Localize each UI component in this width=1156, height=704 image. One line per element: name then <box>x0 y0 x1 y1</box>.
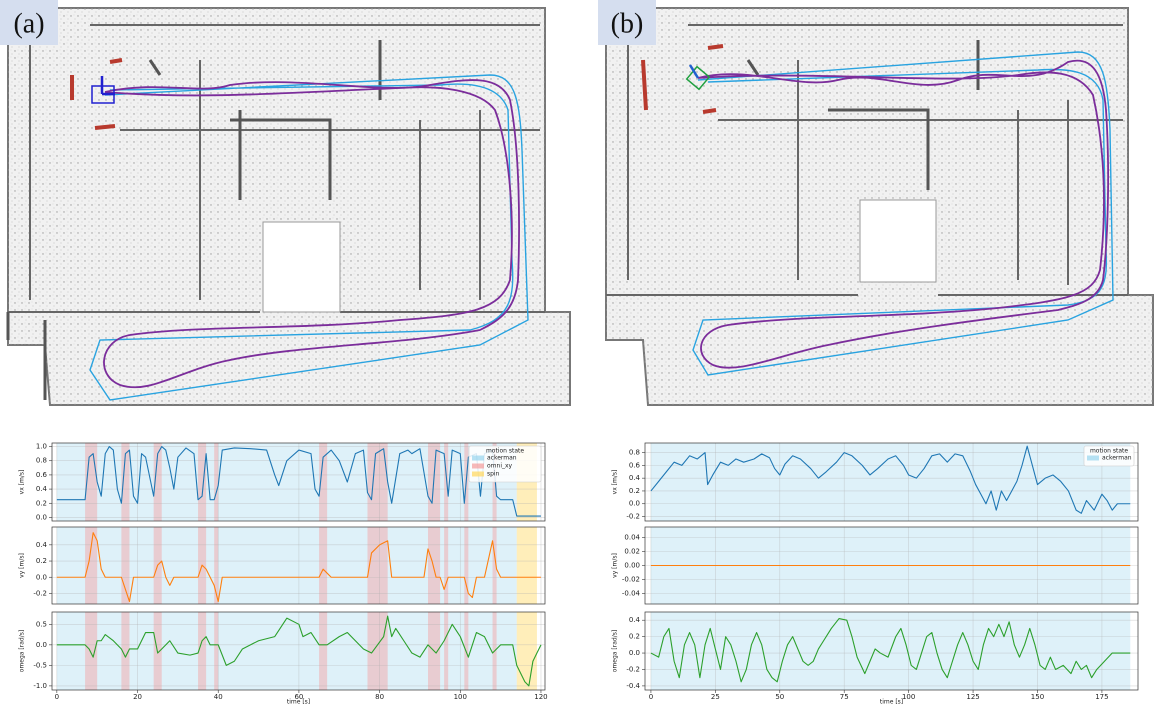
state-span <box>319 527 327 604</box>
x-tick-label: 175 <box>1095 693 1108 701</box>
y-tick-label: -0.5 <box>33 661 47 669</box>
map-b: (b) <box>598 0 1153 405</box>
y-tick-label: -1.0 <box>33 682 47 690</box>
y-axis-label: vx [m/s] <box>612 470 619 495</box>
state-span <box>444 612 448 690</box>
legend-label: ackerman <box>1102 455 1132 462</box>
y-tick-label: -0.2 <box>33 589 47 597</box>
y-axis-label: omega [rad/s] <box>612 630 619 672</box>
y-tick-label: 0.4 <box>629 616 641 624</box>
state-span <box>367 612 387 690</box>
y-tick-label: -0.04 <box>622 590 641 598</box>
legend-label: ackerman <box>487 455 517 462</box>
x-tick-label: 150 <box>1031 693 1044 701</box>
y-tick-label: 0.2 <box>629 487 640 495</box>
y-tick-label: 0.0 <box>36 513 47 521</box>
x-tick-label: 0 <box>649 693 653 701</box>
state-span <box>517 612 537 690</box>
x-tick-label: 125 <box>966 693 979 701</box>
x-tick-label: 40 <box>214 693 223 701</box>
state-span <box>444 527 448 604</box>
y-tick-label: 0.4 <box>629 474 641 482</box>
y-tick-label: -0.02 <box>622 576 640 584</box>
x-axis-label: time [s] <box>880 699 903 704</box>
x-tick-label: 20 <box>133 693 142 701</box>
state-span <box>85 527 97 604</box>
legend-title: motion state <box>486 448 524 455</box>
state-span <box>517 527 537 604</box>
plots: 0.00.20.40.60.81.0vx [m/s]motion stateac… <box>19 443 1139 704</box>
y-tick-label: 0.4 <box>36 485 48 493</box>
legend-swatch <box>472 464 484 469</box>
y-tick-label: 0.6 <box>36 471 48 479</box>
y-axis-label: vx [m/s] <box>19 470 26 495</box>
y-tick-label: 0.0 <box>36 573 47 581</box>
y-tick-label: 0.02 <box>624 548 640 556</box>
figure: (a) (b) 0.0 0.2 0.4 0.6 0.8 1.0 vx [m/s] motion… <box>0 0 1156 704</box>
state-span <box>214 612 218 690</box>
x-tick-label: 100 <box>902 693 915 701</box>
y-tick-label: -0.2 <box>626 513 640 521</box>
y-tick-label: -0.2 <box>626 665 640 673</box>
state-span <box>214 443 218 521</box>
panel-label: (b) <box>611 8 644 39</box>
y-tick-label: 0.8 <box>629 449 640 457</box>
legend-swatch <box>1087 456 1099 461</box>
y-tick-label: 0.5 <box>36 620 47 628</box>
x-tick-label: 80 <box>375 693 384 701</box>
legend-swatch <box>472 472 484 477</box>
state-span <box>319 612 327 690</box>
legend-label: omni_xy <box>487 463 513 470</box>
y-axis-label: vy [m/s] <box>19 553 26 578</box>
state-span <box>85 612 97 690</box>
y-tick-label: 0.00 <box>624 562 640 570</box>
y-tick-label: 0.4 <box>36 541 48 549</box>
y-tick-label: 1.0 <box>36 443 47 451</box>
x-tick-label: 50 <box>775 693 784 701</box>
map-a: (a) <box>0 0 570 405</box>
x-tick-label: 75 <box>840 693 849 701</box>
legend-swatch <box>472 456 484 461</box>
x-tick-label: 100 <box>454 693 467 701</box>
x-tick-label: 120 <box>534 693 547 701</box>
y-tick-label: -0.4 <box>626 682 640 690</box>
y-tick-label: 0.6 <box>629 461 641 469</box>
y-tick-label: 0.8 <box>36 457 47 465</box>
y-axis-label: vy [m/s] <box>612 553 619 578</box>
y-tick-label: 0.0 <box>629 500 640 508</box>
state-span <box>121 527 129 604</box>
state-span <box>367 527 387 604</box>
y-tick-label: 0.0 <box>629 649 640 657</box>
panel-label: (a) <box>13 8 44 39</box>
x-axis-label: time [s] <box>287 699 310 704</box>
y-tick-label: 0.2 <box>36 557 47 565</box>
state-span <box>198 443 206 521</box>
state-span <box>651 443 1130 521</box>
y-tick-label: 0.2 <box>36 499 47 507</box>
legend-title: motion state <box>1090 448 1128 455</box>
y-tick-label: 0.2 <box>629 633 640 641</box>
legend-label: spin <box>487 471 500 478</box>
state-span <box>428 527 440 604</box>
y-axis-label: omega [rad/s] <box>19 630 26 672</box>
y-tick-label: 0.04 <box>624 534 640 542</box>
x-tick-label: 0 <box>55 693 59 701</box>
x-tick-label: 25 <box>711 693 720 701</box>
y-tick-label: 0.0 <box>36 641 47 649</box>
